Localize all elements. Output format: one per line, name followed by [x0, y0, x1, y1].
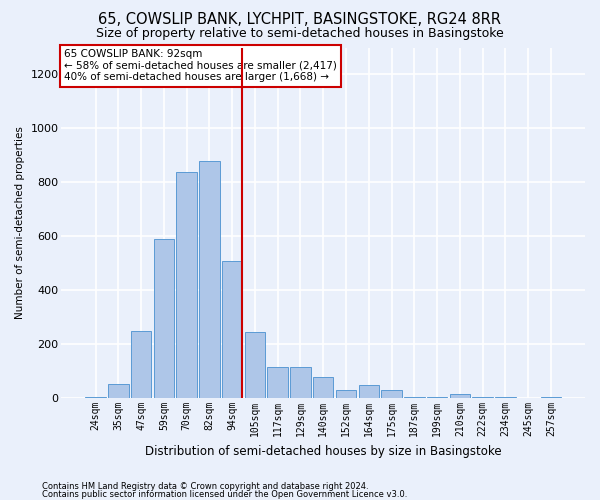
Bar — [495, 397, 515, 398]
Bar — [176, 172, 197, 398]
Bar — [131, 330, 151, 398]
Bar — [541, 397, 561, 398]
Bar — [199, 161, 220, 398]
Bar — [472, 397, 493, 398]
Bar — [268, 367, 288, 398]
Bar — [313, 376, 334, 398]
Bar — [154, 239, 174, 398]
Text: 65, COWSLIP BANK, LYCHPIT, BASINGSTOKE, RG24 8RR: 65, COWSLIP BANK, LYCHPIT, BASINGSTOKE, … — [98, 12, 502, 28]
Bar — [404, 397, 425, 398]
Bar — [449, 394, 470, 398]
Text: Contains public sector information licensed under the Open Government Licence v3: Contains public sector information licen… — [42, 490, 407, 499]
Text: 65 COWSLIP BANK: 92sqm
← 58% of semi-detached houses are smaller (2,417)
40% of : 65 COWSLIP BANK: 92sqm ← 58% of semi-det… — [64, 50, 337, 82]
Bar — [381, 390, 402, 398]
Bar — [290, 367, 311, 398]
Bar — [85, 397, 106, 398]
Bar — [245, 332, 265, 398]
Bar — [359, 384, 379, 398]
Bar — [336, 390, 356, 398]
Bar — [222, 260, 242, 398]
Bar — [108, 384, 128, 398]
Y-axis label: Number of semi-detached properties: Number of semi-detached properties — [15, 126, 25, 320]
Bar — [427, 397, 448, 398]
X-axis label: Distribution of semi-detached houses by size in Basingstoke: Distribution of semi-detached houses by … — [145, 444, 502, 458]
Text: Contains HM Land Registry data © Crown copyright and database right 2024.: Contains HM Land Registry data © Crown c… — [42, 482, 368, 491]
Text: Size of property relative to semi-detached houses in Basingstoke: Size of property relative to semi-detach… — [96, 28, 504, 40]
